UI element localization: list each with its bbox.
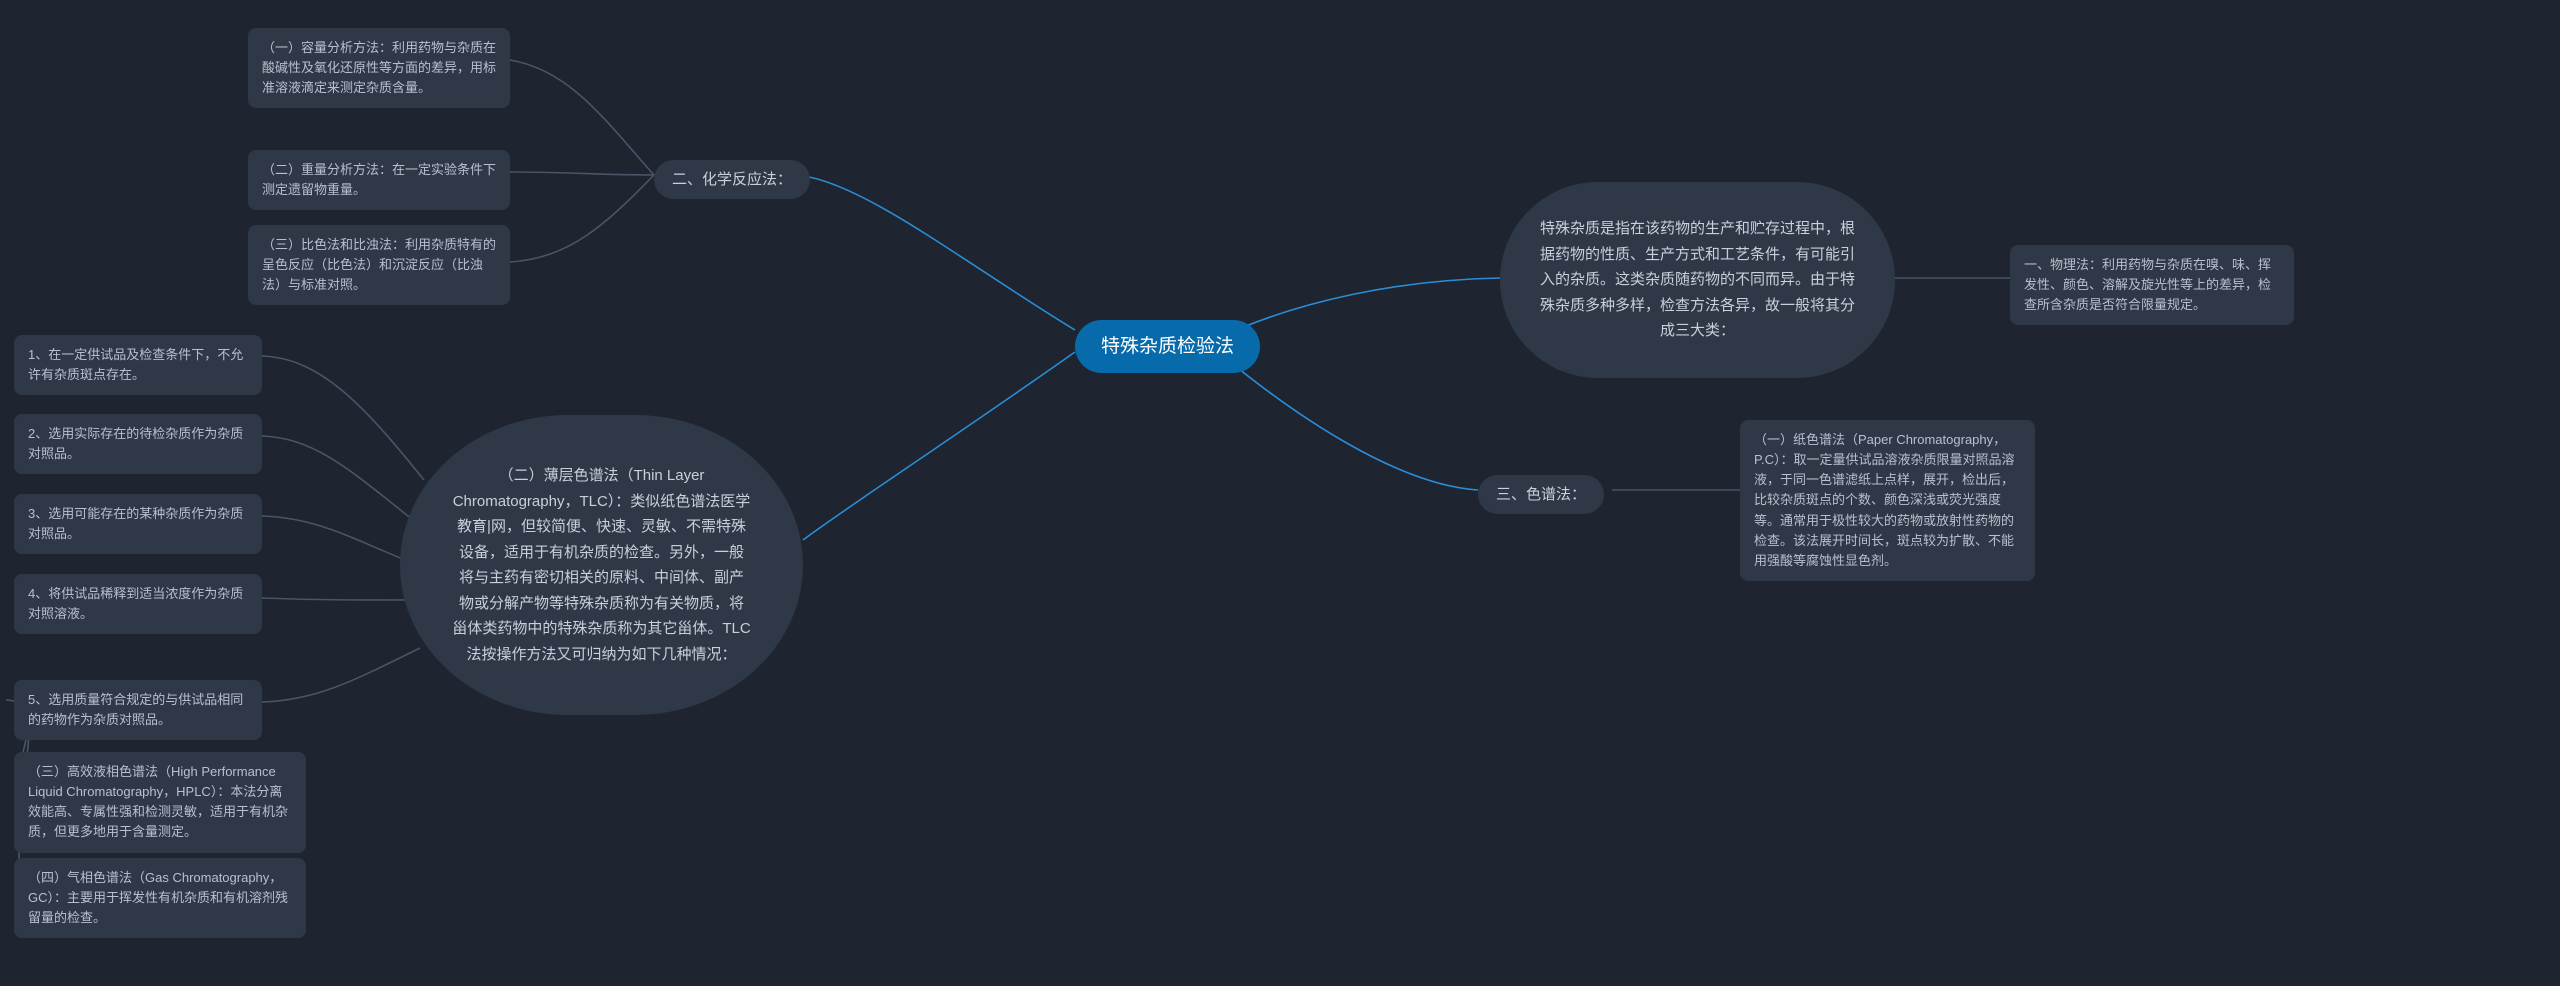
chroma-method-node[interactable]: 三、色谱法： xyxy=(1478,475,1604,514)
chemical-method-node[interactable]: 二、化学反应法： xyxy=(654,160,810,199)
tlc-item-5[interactable]: 5、选用质量符合规定的与供试品相同的药物作为杂质对照品。 xyxy=(14,680,262,740)
chroma-tlc-node[interactable]: （二）薄层色谱法（Thin Layer Chromatography，TLC）：… xyxy=(400,415,803,715)
chemical-item-b[interactable]: （二）重量分析方法：在一定实验条件下测定遗留物重量。 xyxy=(248,150,510,210)
root-node[interactable]: 特殊杂质检验法 xyxy=(1075,320,1260,373)
chroma-hplc-leaf[interactable]: （三）高效液相色谱法（High Performance Liquid Chrom… xyxy=(14,752,306,853)
chemical-item-a[interactable]: （一）容量分析方法：利用药物与杂质在酸碱性及氧化还原性等方面的差异，用标准溶液滴… xyxy=(248,28,510,108)
tlc-item-2[interactable]: 2、选用实际存在的待检杂质作为杂质对照品。 xyxy=(14,414,262,474)
chemical-item-c[interactable]: （三）比色法和比浊法：利用杂质特有的呈色反应（比色法）和沉淀反应（比浊法）与标准… xyxy=(248,225,510,305)
intro-node[interactable]: 特殊杂质是指在该药物的生产和贮存过程中，根据药物的性质、生产方式和工艺条件，有可… xyxy=(1500,182,1895,378)
physical-method-leaf[interactable]: 一、物理法：利用药物与杂质在嗅、味、挥发性、颜色、溶解及旋光性等上的差异，检查所… xyxy=(2010,245,2294,325)
tlc-item-1[interactable]: 1、在一定供试品及检查条件下，不允许有杂质斑点存在。 xyxy=(14,335,262,395)
tlc-item-3[interactable]: 3、选用可能存在的某种杂质作为杂质对照品。 xyxy=(14,494,262,554)
mindmap-connectors xyxy=(0,0,2560,986)
chroma-paper-leaf[interactable]: （一）纸色谱法（Paper Chromatography，P.C）：取一定量供试… xyxy=(1740,420,2035,581)
chroma-gc-leaf[interactable]: （四）气相色谱法（Gas Chromatography，GC）：主要用于挥发性有… xyxy=(14,858,306,938)
tlc-item-4[interactable]: 4、将供试品稀释到适当浓度作为杂质对照溶液。 xyxy=(14,574,262,634)
